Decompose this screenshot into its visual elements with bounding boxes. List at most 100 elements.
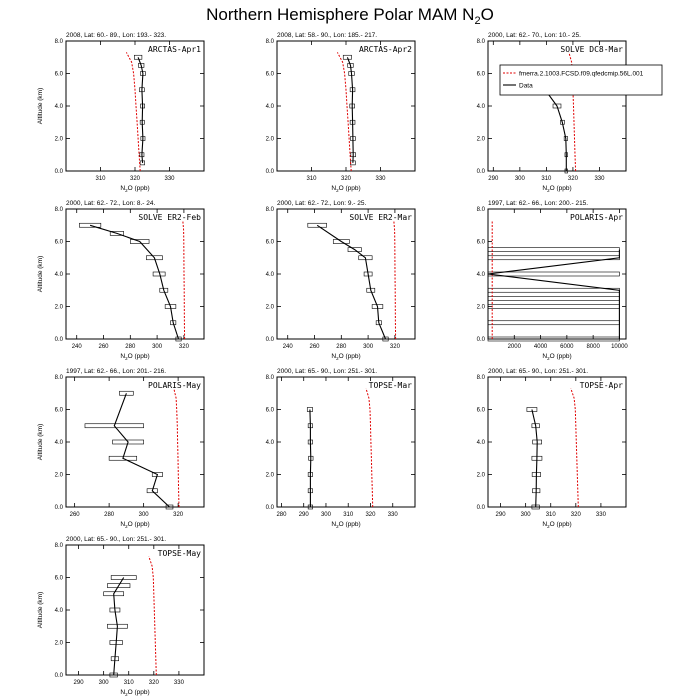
plot-frame <box>276 208 416 340</box>
y-tick-label: 2.0 <box>55 137 64 143</box>
model-line <box>365 388 374 508</box>
panel-7: 1997, Lat: 62.- 66., Lon: 201.- 216. 0.0 2… <box>37 368 205 529</box>
y-tick-label: 4.0 <box>266 104 275 110</box>
y-tick-label: 8.0 <box>55 375 64 381</box>
panel-9: 2000, Lat: 65.- 90., Lon: 251.- 301. 0.0 2… <box>477 368 627 529</box>
error-box <box>487 271 620 277</box>
error-box <box>109 231 124 236</box>
x-tick-label: 280 <box>125 344 136 350</box>
y-tick-label: 6.0 <box>477 240 486 246</box>
y-tick-label: 0.0 <box>55 673 64 679</box>
data-line <box>531 409 538 508</box>
panel-header: 2000, Lat: 65.- 90., Lon: 251.- 301. <box>66 536 166 543</box>
y-tick-label: 4.0 <box>55 272 64 278</box>
y-tick-label: 6.0 <box>55 576 64 582</box>
panel-header: 2000, Lat: 62.- 72., Lon: 8.- 24. <box>66 200 155 207</box>
y-tick-label: 0.0 <box>266 337 275 343</box>
x-tick-label: 260 <box>99 344 110 350</box>
x-axis-label: N2O (ppb) <box>120 689 149 697</box>
error-box <box>112 439 144 445</box>
x-tick-label: 310 <box>343 512 354 518</box>
y-tick-label: 6.0 <box>266 240 275 246</box>
x-tick-label: 280 <box>276 512 287 518</box>
error-box <box>307 222 327 228</box>
x-tick-label: 280 <box>336 344 347 350</box>
error-box <box>130 239 150 244</box>
error-box <box>552 103 562 109</box>
y-axis-label: Altitude (km) <box>37 88 44 124</box>
data-line <box>487 249 620 339</box>
figure-title: Northern Hemisphere Polar MAM N2O <box>206 5 494 27</box>
x-tick-label: 280 <box>104 512 115 518</box>
x-tick-label: 10000 <box>611 344 628 350</box>
panel-5: 2000, Lat: 62.- 72., Lon: 9.- 25. 0.0 2.0 4… <box>266 200 416 361</box>
x-tick-label: 310 <box>306 176 317 182</box>
y-axis-label: Altitude (km) <box>37 256 44 292</box>
error-box <box>134 54 143 60</box>
panel-6: 1997, Lat: 62.- 66., Lon: 200.- 215. 0.0 2… <box>477 200 629 361</box>
x-tick-label: 320 <box>390 344 401 350</box>
error-box <box>347 247 362 252</box>
y-tick-label: 6.0 <box>477 408 486 414</box>
y-tick-label: 0.0 <box>266 505 275 511</box>
x-axis-label: N2O (ppb) <box>331 353 360 361</box>
error-box <box>487 247 620 252</box>
y-tick-label: 8.0 <box>55 543 64 549</box>
y-tick-label: 0.0 <box>266 169 275 175</box>
x-tick-label: 8000 <box>586 344 600 350</box>
x-tick-label: 260 <box>70 512 81 518</box>
y-tick-label: 6.0 <box>266 408 275 414</box>
x-tick-label: 300 <box>99 680 110 686</box>
error-box <box>110 575 137 580</box>
y-tick-label: 2.0 <box>477 305 486 311</box>
error-box <box>342 54 352 60</box>
panel-header: 2000, Lat: 62.- 70., Lon: 10.- 25. <box>488 32 581 39</box>
error-box <box>332 239 350 244</box>
x-tick-label: 330 <box>164 176 175 182</box>
legend-model-label: fmerra.2.1003.FCSD.f09.qfedcmip.56L.001 <box>519 71 644 78</box>
panel-1: 2008, Lat: 60.- 89., Lon: 193.- 323. 0.0 2… <box>37 32 205 193</box>
x-tick-label: 290 <box>299 512 310 518</box>
y-tick-label: 4.0 <box>55 608 64 614</box>
error-box <box>84 423 144 429</box>
data-line <box>113 393 170 508</box>
y-tick-label: 2.0 <box>266 305 275 311</box>
x-tick-label: 320 <box>173 512 184 518</box>
x-axis-label: N2O (ppb) <box>331 185 360 193</box>
error-box <box>146 255 163 261</box>
campaign-label: POLARIS-Apr <box>570 213 623 222</box>
error-box <box>108 455 138 461</box>
error-box <box>146 488 158 494</box>
model-line <box>182 220 186 340</box>
x-tick-label: 240 <box>72 344 83 350</box>
campaign-label: TOPSE-Apr <box>580 381 624 390</box>
panel-header: 2000, Lat: 65.- 90., Lon: 251.- 301. <box>277 368 377 375</box>
data-line <box>137 57 144 163</box>
panel-4: 2000, Lat: 62.- 72., Lon: 8.- 24. 0.0 2.0 4… <box>37 200 205 361</box>
panel-3: 2000, Lat: 62.- 70., Lon: 10.- 25. 0.0 2.0… <box>477 32 663 193</box>
y-tick-label: 6.0 <box>55 72 64 78</box>
y-tick-label: 4.0 <box>55 440 64 446</box>
model-line <box>148 556 157 676</box>
campaign-label: SOLVE ER2-Feb <box>138 213 201 222</box>
model-line <box>570 388 579 508</box>
y-tick-label: 8.0 <box>55 207 64 213</box>
y-tick-label: 6.0 <box>477 72 486 78</box>
y-tick-label: 2.0 <box>477 137 486 143</box>
error-box <box>107 583 131 588</box>
plot-frame <box>65 208 205 340</box>
x-tick-label: 290 <box>74 680 85 686</box>
y-tick-label: 4.0 <box>55 104 64 110</box>
y-tick-label: 2.0 <box>55 473 64 479</box>
y-tick-label: 0.0 <box>477 505 486 511</box>
error-box <box>79 222 102 228</box>
x-tick-label: 290 <box>496 512 507 518</box>
y-tick-label: 4.0 <box>477 104 486 110</box>
y-tick-label: 4.0 <box>477 272 486 278</box>
y-tick-label: 0.0 <box>55 337 64 343</box>
error-box <box>382 336 389 342</box>
y-axis-label: Altitude (km) <box>37 424 44 460</box>
panel-header: 2008, Lat: 60.- 89., Lon: 193.- 323. <box>66 32 166 39</box>
x-tick-label: 320 <box>179 344 190 350</box>
